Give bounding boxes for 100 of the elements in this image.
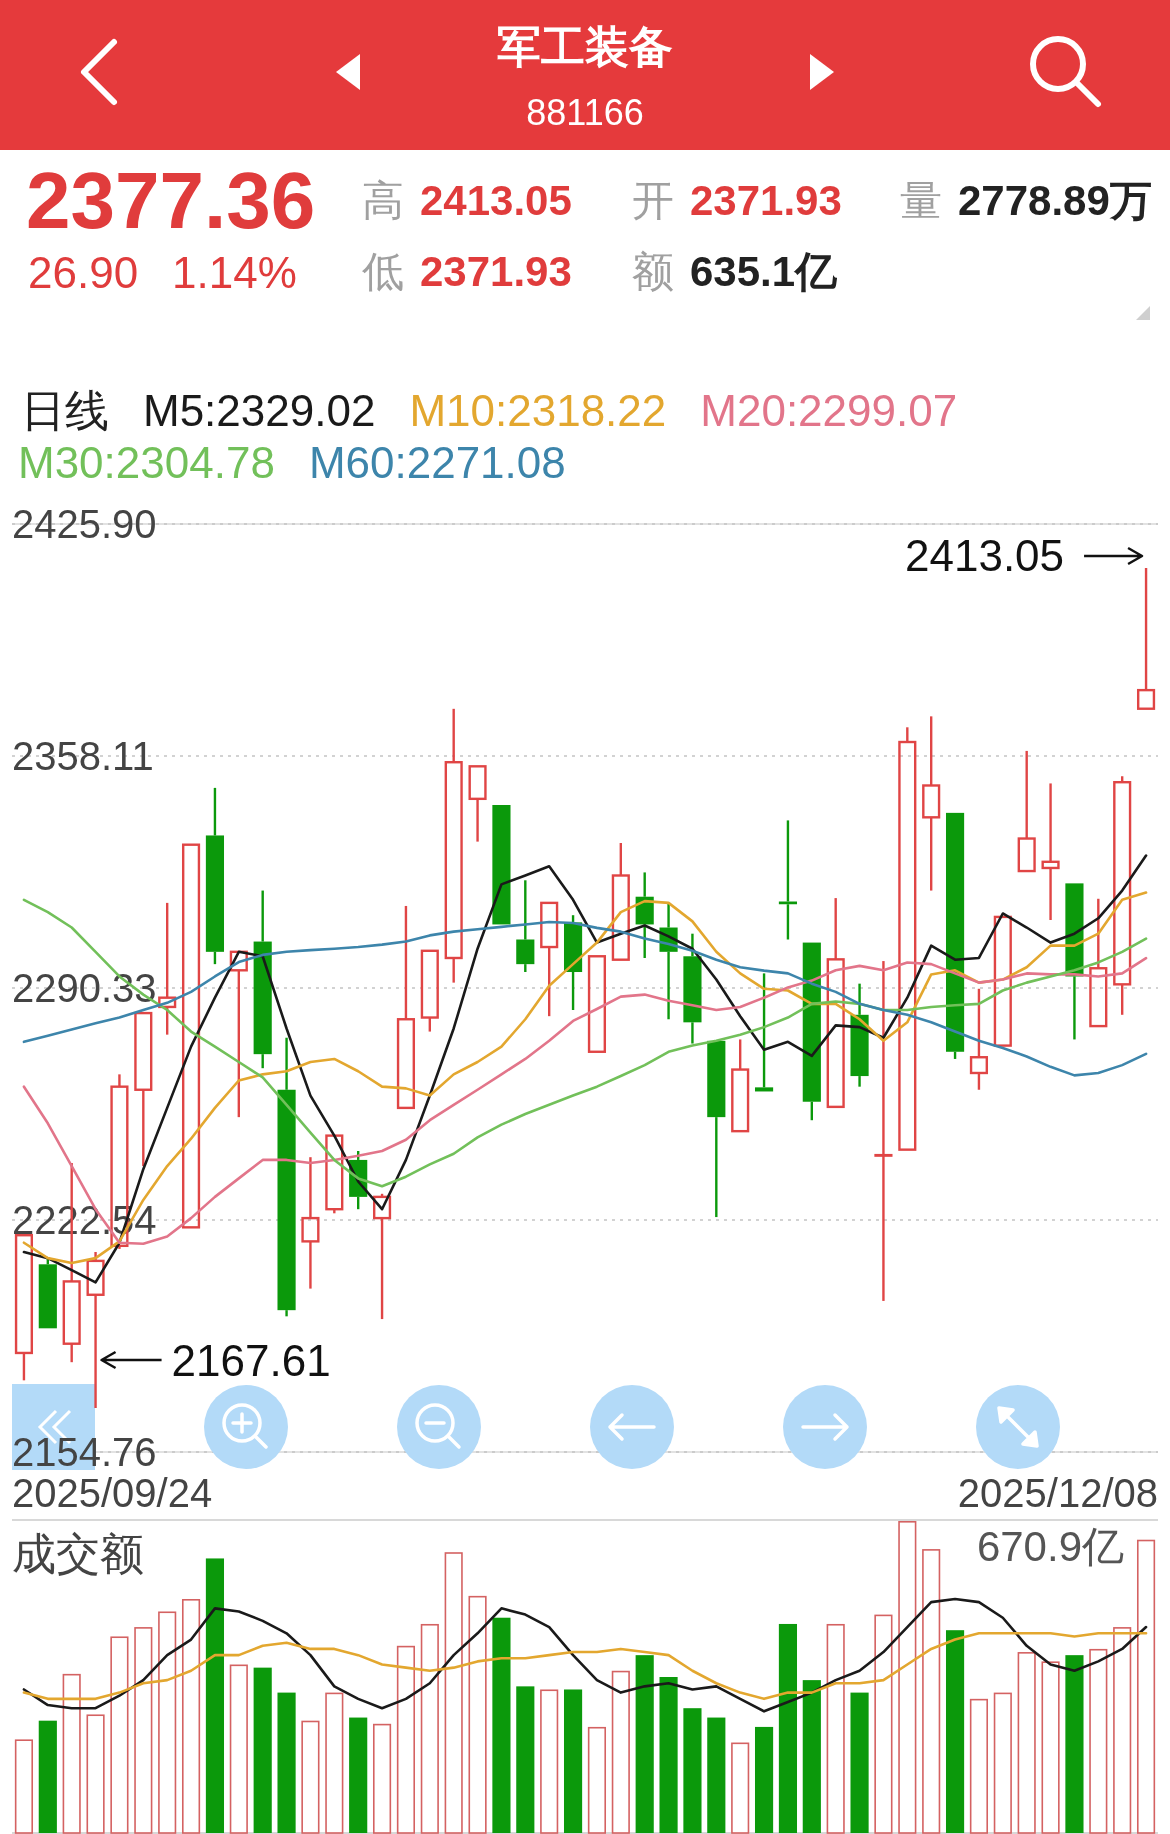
bar: [349, 1717, 368, 1833]
bar: [134, 1627, 153, 1834]
text: M30:2304.78: [18, 437, 275, 487]
bar: [707, 1717, 726, 1833]
text: 军工装备: [497, 21, 673, 71]
bar: [731, 1742, 750, 1834]
candlestick: [850, 982, 869, 1088]
bar: [969, 1698, 989, 1834]
bar: [62, 1673, 81, 1834]
y-tick-label: 2425.90: [12, 502, 157, 546]
legend-title: 日线: [21, 385, 109, 435]
bar: [826, 1623, 845, 1834]
bar: [444, 1552, 463, 1834]
bar: [1136, 1539, 1156, 1834]
candlestick: [1017, 749, 1036, 873]
bar: [420, 1623, 439, 1834]
text: 2371.93: [690, 176, 842, 224]
text: 低: [362, 247, 404, 295]
bar: [587, 1726, 607, 1834]
bar: [516, 1686, 535, 1833]
candlestick: [1041, 782, 1060, 922]
candlestick: [468, 765, 487, 843]
candlestick: [611, 841, 630, 961]
candlestick: [874, 959, 893, 1303]
candlestick: [301, 1155, 320, 1290]
bar: [563, 1689, 583, 1833]
text: 开: [632, 176, 674, 224]
text: 2025/09/24: [12, 1471, 213, 1515]
candlestick: [898, 726, 917, 1151]
text: 2377.36: [26, 155, 316, 245]
bar: [253, 1667, 272, 1833]
candlestick: [802, 942, 821, 1122]
bar: [898, 1521, 917, 1834]
bar: [396, 1645, 416, 1834]
text: 2371.93: [420, 247, 572, 295]
text: 2413.05: [420, 176, 572, 224]
bar: [802, 1680, 821, 1833]
candlestick: [325, 1134, 344, 1215]
bar: [372, 1723, 392, 1834]
candlestick: [158, 901, 177, 1036]
candlestick: [826, 896, 845, 1109]
text: 1.14%: [172, 247, 297, 297]
candlestick: [229, 950, 248, 1119]
annotation: 670.9亿: [976, 1522, 1124, 1570]
bar: [277, 1692, 296, 1833]
candlestick: [492, 804, 511, 925]
bar: [468, 1595, 487, 1834]
bar: [922, 1549, 941, 1834]
bar: [540, 1689, 559, 1834]
bar: [1113, 1627, 1132, 1834]
bar: [1017, 1652, 1036, 1834]
candlestick: [516, 879, 535, 974]
candlestick: [444, 707, 463, 984]
bar: [754, 1726, 774, 1833]
bar: [325, 1692, 344, 1834]
bar: [229, 1664, 248, 1834]
bar: [611, 1670, 630, 1834]
bar: [205, 1558, 225, 1833]
y-tick-label: 2154.76: [12, 1430, 157, 1474]
text: 额: [632, 247, 674, 295]
chart-title: 成交额: [12, 1528, 144, 1578]
candlestick: [1089, 897, 1108, 1028]
bar: [659, 1677, 678, 1833]
candlestick: [253, 889, 272, 1070]
candlestick: [181, 843, 201, 1229]
text: M20:2299.07: [700, 385, 958, 435]
bar: [945, 1630, 965, 1833]
y-tick-label: 2358.11: [12, 734, 154, 779]
candlestick: [731, 1038, 750, 1133]
bar: [86, 1714, 105, 1834]
bar: [778, 1623, 798, 1833]
candlestick: [277, 1036, 296, 1318]
bar: [181, 1599, 201, 1834]
bar: [850, 1692, 869, 1833]
bar: [874, 1614, 893, 1834]
candlestick: [587, 955, 607, 1053]
text: 2778.89万: [958, 176, 1152, 224]
candlestick: [540, 901, 559, 1018]
text: M5:2329.02: [143, 385, 376, 435]
candlestick: [1136, 566, 1156, 710]
candlestick: [683, 932, 702, 1045]
text: M10:2318.22: [409, 385, 667, 435]
bar: [683, 1708, 702, 1833]
bar: [38, 1720, 57, 1833]
bar: [301, 1720, 320, 1834]
candlestick: [396, 904, 416, 1110]
bar: [110, 1636, 129, 1834]
bar: [492, 1617, 511, 1833]
candlestick: [707, 1040, 726, 1219]
candlestick: [922, 715, 941, 892]
text: 881166: [526, 91, 644, 133]
bar: [14, 1739, 34, 1834]
text: M60:2271.08: [308, 437, 566, 487]
annotation: 2167.61: [171, 1335, 331, 1385]
bar: [1089, 1648, 1108, 1834]
candlestick: [134, 1011, 153, 1168]
bar: [635, 1655, 654, 1833]
text: 635.1亿: [690, 247, 839, 295]
bar: [1041, 1661, 1060, 1834]
candlestick: [993, 915, 1012, 1047]
